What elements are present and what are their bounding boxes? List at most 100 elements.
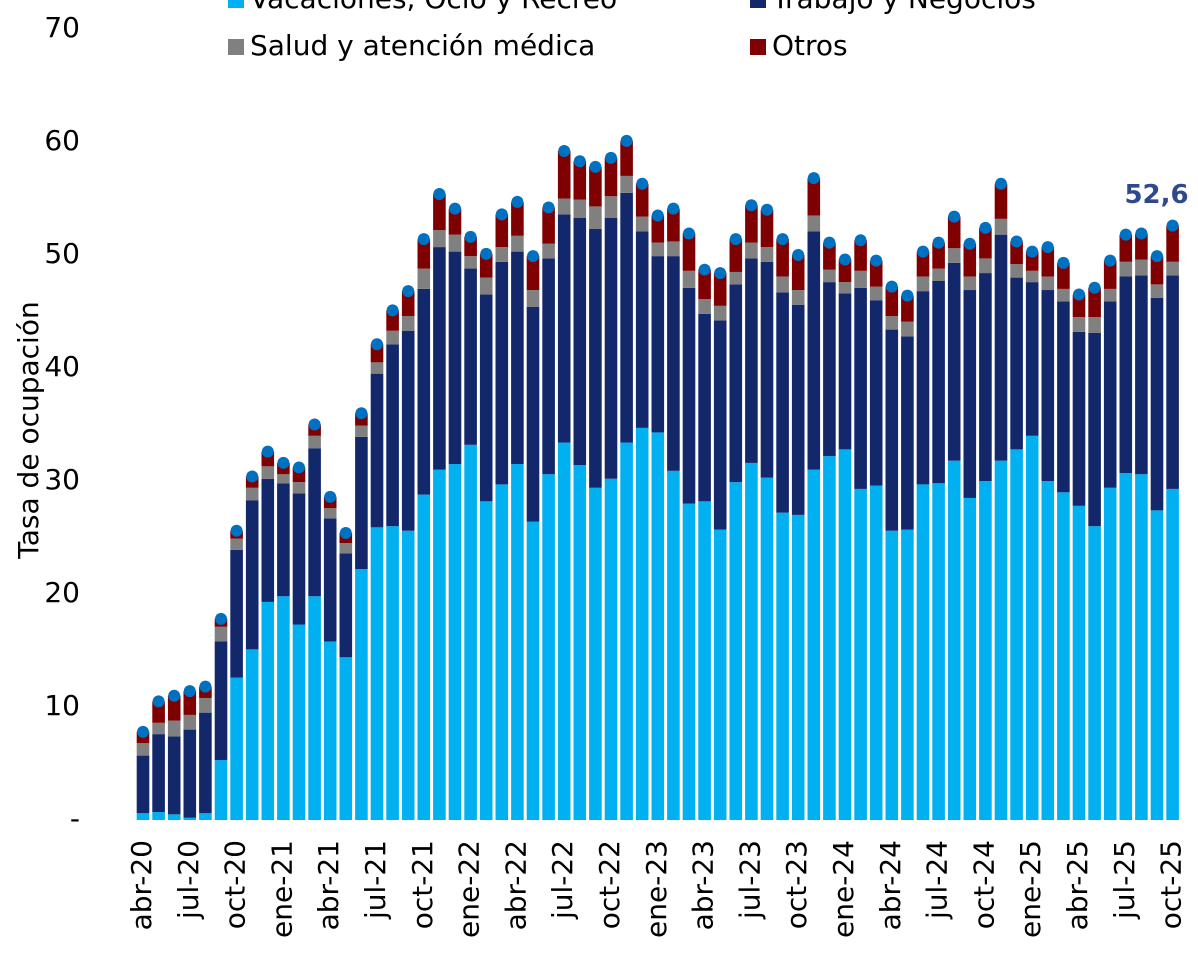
total-marker — [605, 151, 617, 164]
bar-segment — [745, 205, 758, 243]
x-tick-label: abr-24 — [874, 840, 907, 930]
y-tick-label: 30 — [44, 463, 80, 496]
bar-segment — [355, 425, 368, 437]
bar-segment — [323, 508, 337, 519]
bar-segment — [1010, 277, 1023, 450]
bar-segment — [401, 316, 415, 331]
bar-segment — [869, 260, 883, 287]
bar-segment — [167, 720, 181, 737]
bar-segment — [885, 316, 899, 330]
bar-segment — [355, 436, 368, 570]
bar-segment — [370, 362, 384, 374]
bar-segment — [261, 601, 275, 820]
bar-segment — [1010, 241, 1023, 265]
x-tick-label: ene-22 — [453, 840, 486, 938]
total-marker — [308, 418, 321, 431]
bar-segment — [901, 529, 914, 820]
total-marker — [152, 695, 165, 708]
bar-segment — [994, 234, 1008, 461]
x-tick-label: abr-23 — [687, 840, 720, 930]
bar-segment — [979, 273, 992, 481]
total-marker — [246, 470, 259, 483]
bar-segment — [667, 208, 680, 242]
bar-segment — [1119, 261, 1133, 277]
x-tick-label: jul-21 — [359, 840, 392, 920]
total-marker — [636, 177, 649, 190]
bar-segment — [1057, 492, 1070, 820]
bar-segment — [1103, 487, 1117, 820]
bar-segment — [1119, 234, 1133, 262]
y-tick-label: 60 — [44, 124, 80, 157]
bar-segment — [916, 251, 930, 277]
bar-segment — [433, 247, 446, 470]
bar-segment — [729, 239, 743, 272]
bar-segment — [635, 183, 649, 217]
bar-segment — [542, 207, 555, 244]
bar-segment — [1057, 301, 1070, 493]
bar-segment — [1041, 276, 1055, 291]
total-marker — [1135, 227, 1148, 240]
total-marker — [230, 524, 243, 537]
total-marker — [573, 155, 586, 168]
bar-segment — [651, 242, 665, 257]
bar-segment — [323, 518, 337, 642]
total-marker — [1041, 241, 1054, 254]
bar-segment — [370, 527, 384, 820]
bar-segment — [651, 215, 665, 243]
bar-segment — [729, 271, 743, 285]
bar-segment — [869, 286, 883, 301]
bar-segment — [651, 432, 665, 820]
total-marker — [870, 254, 883, 267]
bar-segment — [729, 482, 743, 820]
bar-segment — [136, 743, 150, 756]
y-tick-label: 40 — [44, 350, 80, 383]
x-tick-label: jul-20 — [172, 840, 205, 920]
bar-segment — [682, 287, 696, 504]
bar-segment — [713, 320, 727, 530]
total-marker — [511, 195, 524, 208]
total-marker — [745, 199, 758, 212]
bar-segment — [604, 478, 618, 820]
bar-segment — [1025, 270, 1039, 283]
bar-segment — [1072, 331, 1086, 506]
total-marker — [480, 247, 493, 260]
bar-segment — [635, 216, 649, 232]
bar-segment — [557, 214, 571, 443]
bar-segment — [947, 262, 961, 461]
bar-segment — [1057, 262, 1070, 289]
bar-segment — [885, 530, 899, 820]
bar-segment — [745, 242, 758, 259]
x-tick-label: abr-21 — [312, 840, 345, 930]
bar-segment — [511, 201, 524, 236]
total-marker — [823, 236, 836, 249]
total-marker — [277, 456, 290, 469]
total-marker — [417, 233, 430, 246]
bar-segment — [1166, 488, 1179, 820]
bar-segment — [729, 284, 743, 483]
bar-segment — [370, 373, 384, 528]
legend-swatch — [228, 0, 244, 8]
total-marker — [792, 249, 805, 261]
bar-segment — [932, 280, 945, 484]
bar-segment — [776, 239, 789, 277]
total-marker — [542, 201, 555, 214]
x-tick-label: oct-22 — [593, 840, 626, 929]
bar-segment — [713, 273, 727, 306]
bar-segment — [1135, 233, 1148, 260]
bar-segment — [433, 469, 446, 820]
bar-segment — [994, 183, 1008, 219]
bar-segment — [1103, 260, 1117, 289]
total-marker — [901, 289, 914, 302]
bar-segment — [1166, 225, 1179, 262]
bar-segment — [667, 241, 680, 257]
bar-segment — [152, 812, 165, 820]
bar-segment — [1135, 259, 1148, 276]
bar-segment — [230, 677, 243, 820]
bar-segment — [901, 336, 914, 530]
bar-segment — [1135, 474, 1148, 820]
total-marker — [589, 160, 602, 173]
bar-segment — [136, 813, 150, 820]
total-marker — [620, 134, 633, 147]
bar-segment — [308, 448, 321, 597]
